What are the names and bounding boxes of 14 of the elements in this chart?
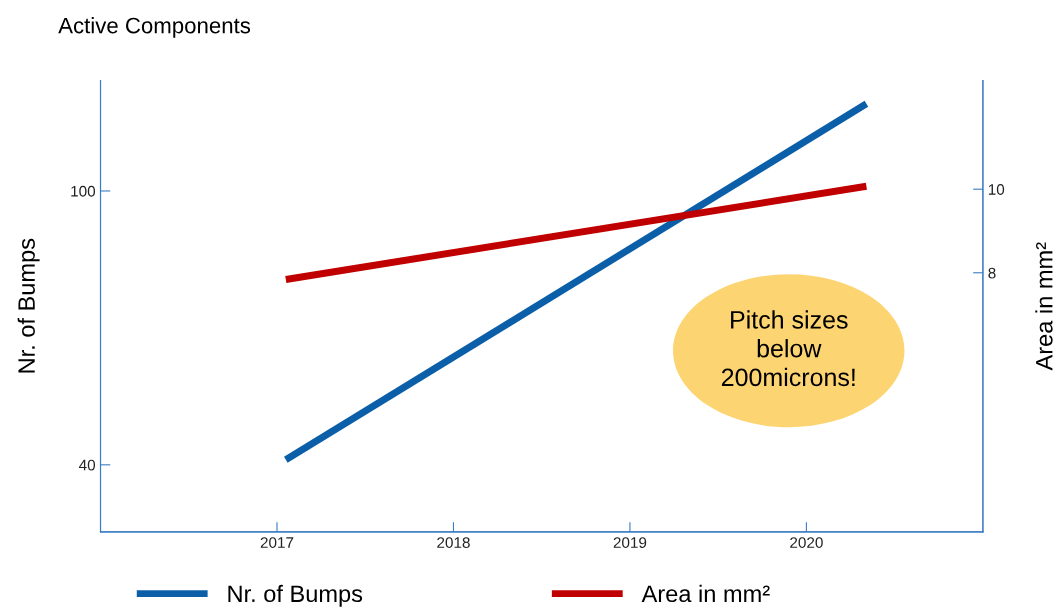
y2-tick-label: 10	[988, 184, 1005, 195]
y2-tick-label: 8	[988, 267, 996, 279]
annotation: Pitch sizes below 200microns!	[721, 310, 855, 387]
x-tick-label: 2018	[437, 537, 470, 548]
x-tick-label: 2019	[613, 537, 647, 548]
y-tick-label: 100	[71, 185, 96, 197]
y2-axis-title: Area in mm²	[1035, 242, 1053, 371]
x-tick-label: 2020	[790, 537, 823, 548]
legend-label: Area in mm²	[641, 584, 770, 603]
chart-title: Active Components	[58, 17, 251, 38]
x-tick-label: 2017	[260, 537, 294, 548]
y-axis-title: Nr. of Bumps	[17, 238, 40, 373]
legend-label: Nr. of Bumps	[228, 584, 363, 607]
y-tick-label: 40	[79, 459, 96, 471]
